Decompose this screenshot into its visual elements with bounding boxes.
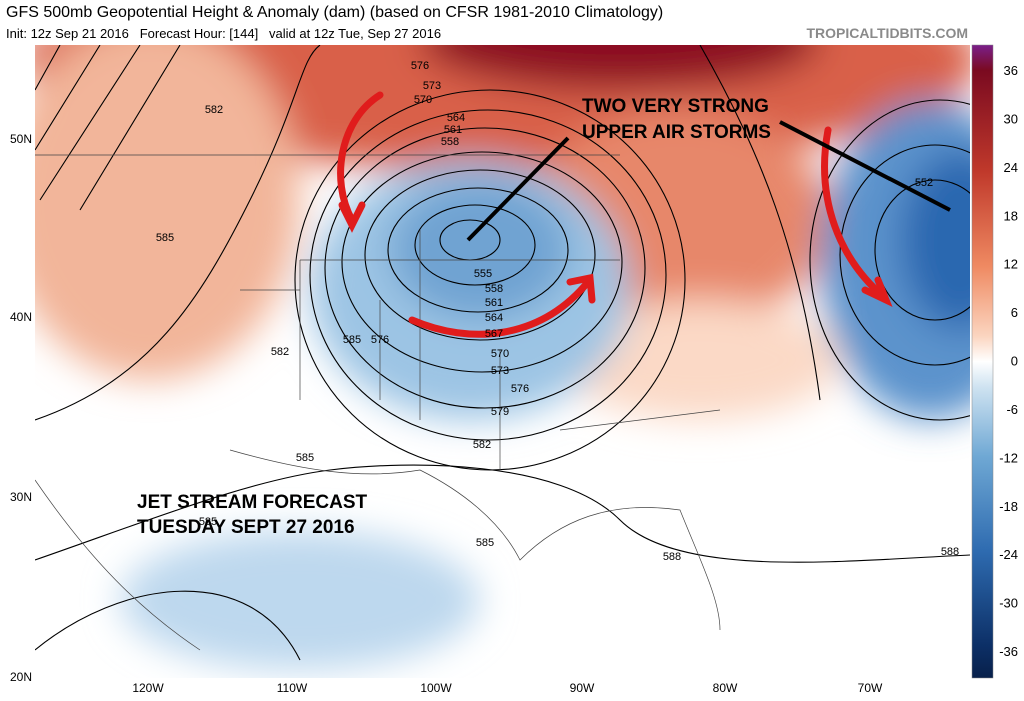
contour-label: 573 [423, 80, 441, 92]
contour-label: 573 [491, 365, 509, 377]
lat-label: 30N [10, 490, 32, 504]
contour-label: 561 [444, 124, 462, 136]
contour-label: 555 [474, 268, 492, 280]
contour-label: 567 [485, 328, 503, 340]
contour-label: 585 [296, 452, 314, 464]
colorbar-tick: 12 [1004, 257, 1018, 272]
colorbar-tick: 24 [1004, 160, 1018, 175]
contour-label: 570 [414, 94, 432, 106]
lon-label: 110W [277, 681, 308, 695]
contour-label: 576 [371, 334, 389, 346]
storms-annotation: TWO VERY STRONG UPPER AIR STORMS [582, 96, 771, 143]
contour-label: 585 [476, 537, 494, 549]
colorbar-tick: -6 [1006, 402, 1018, 417]
contour-label: 585 [156, 232, 174, 244]
contour-label: 582 [473, 439, 491, 451]
contour-label: 561 [485, 297, 503, 309]
colorbar-tick: -36 [999, 644, 1018, 659]
contour-label: 558 [441, 136, 459, 148]
contour-label: 585 [343, 334, 361, 346]
lon-label: 80W [713, 681, 738, 695]
colorbar-tick: 18 [1004, 208, 1018, 223]
contour-label: 585 [199, 516, 217, 528]
contour-label: 564 [447, 112, 465, 124]
map-area: 5765735705645615585555585615645675705735… [35, 45, 970, 670]
contour-label: 576 [411, 60, 429, 72]
contour-label: 576 [511, 383, 529, 395]
contour-label: 552 [915, 177, 933, 189]
subtitle: Init: 12z Sep 21 2016 Forecast Hour: [14… [6, 26, 441, 41]
title: GFS 500mb Geopotential Height & Anomaly … [6, 4, 663, 21]
colorbar [971, 44, 994, 679]
contour-label: 582 [271, 346, 289, 358]
contour-label: 582 [205, 104, 223, 116]
contour-label: 579 [491, 406, 509, 418]
colorbar-tick: -30 [999, 596, 1018, 611]
lat-label: 40N [10, 310, 32, 324]
lat-label: 20N [10, 670, 32, 684]
colorbar-tick: -18 [999, 499, 1018, 514]
contour-label: 558 [485, 283, 503, 295]
lon-label: 120W [132, 681, 164, 695]
contour-label: 564 [485, 312, 503, 324]
lon-label: 90W [570, 681, 595, 695]
colorbar-tick: 0 [1011, 354, 1018, 369]
jet-annotation: JET STREAM FORECAST TUESDAY SEPT 27 2016 [137, 492, 368, 538]
colorbar-tick: -12 [999, 450, 1018, 465]
lon-label: 100W [420, 681, 452, 695]
colorbar-tick: 30 [1004, 111, 1018, 126]
lon-label: 70W [858, 681, 883, 695]
colorbar-tick: 6 [1011, 305, 1018, 320]
lat-label: 50N [10, 132, 32, 146]
contour-label: 570 [491, 348, 509, 360]
source: TROPICALTIDBITS.COM [806, 25, 968, 41]
contour-label: 588 [941, 546, 959, 558]
colorbar-tick: -24 [999, 547, 1018, 562]
contour-label: 588 [663, 551, 681, 563]
colorbar-tick: 36 [1004, 63, 1018, 78]
